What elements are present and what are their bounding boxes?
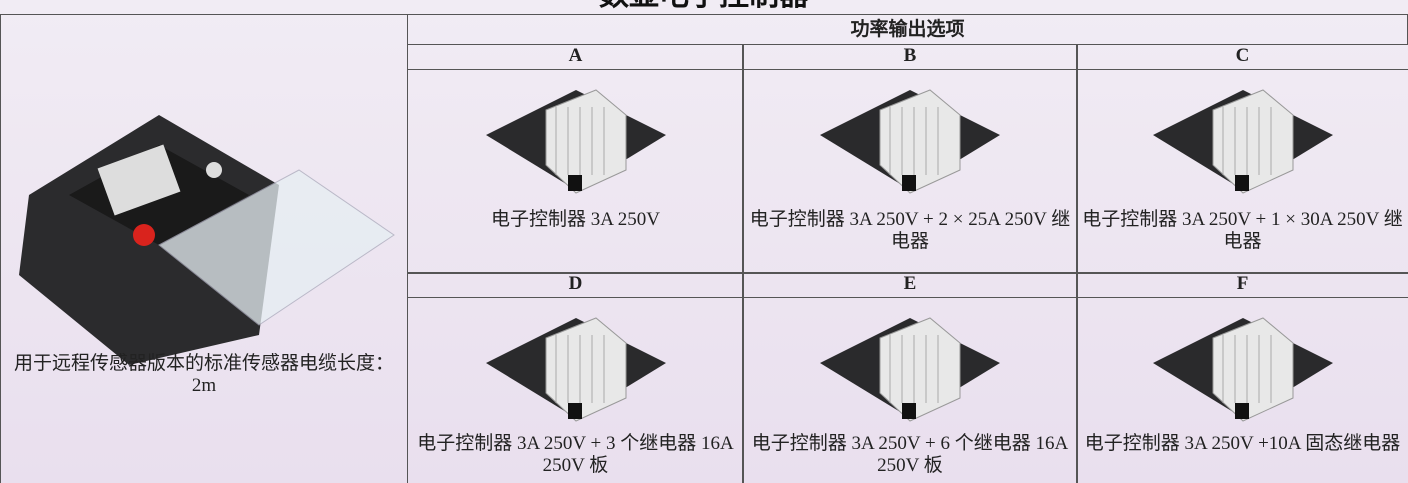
option-label: F xyxy=(1077,273,1408,298)
product-image xyxy=(485,89,666,194)
option-label: C xyxy=(1077,45,1408,70)
option-cell: D 电子控制器 3A 250V + 3 个继电器 16A 250V 板 xyxy=(407,272,744,483)
option-label: A xyxy=(408,45,743,70)
page-title: 数显电子控制器 xyxy=(0,0,1408,14)
option-caption: 电子控制器 3A 250V +10A 固态继电器 xyxy=(1084,433,1401,454)
option-cell: E 电子控制器 3A 250V + 6 个继电器 16A 250V 板 xyxy=(742,272,1078,483)
product-image xyxy=(820,89,1000,194)
controller-image xyxy=(19,115,395,365)
option-cell: F 电子控制器 3A 250V +10A 固态继电器 xyxy=(1076,272,1408,483)
option-cell: A 电子控制器 3A 250V xyxy=(407,44,744,274)
option-caption: 电子控制器 3A 250V xyxy=(491,209,660,230)
option-caption: 电子控制器 3A 250V + 3 个继电器 16A 250V 板 xyxy=(417,433,734,476)
product-image xyxy=(1152,89,1333,194)
product-image xyxy=(485,317,666,422)
option-caption: 电子控制器 3A 250V + 1 × 30A 250V 继电器 xyxy=(1082,209,1403,252)
option-label: D xyxy=(408,273,743,298)
option-caption: 电子控制器 3A 250V + 2 × 25A 250V 继电器 xyxy=(749,209,1071,252)
option-label: E xyxy=(743,273,1077,298)
option-cell: C 电子控制器 3A 250V + 1 × 30A 250V 继电器 xyxy=(1076,44,1408,274)
left-cell: 用于远程传感器版本的标准传感器电缆长度：2m xyxy=(0,14,408,483)
left-caption: 用于远程传感器版本的标准传感器电缆长度：2m xyxy=(13,353,394,396)
product-image xyxy=(1152,317,1333,422)
option-cell: B 电子控制器 3A 250V + 2 × 25A 250V 继电器 xyxy=(742,44,1078,274)
product-image xyxy=(820,317,1000,422)
option-label: B xyxy=(743,45,1077,70)
option-caption: 电子控制器 3A 250V + 6 个继电器 16A 250V 板 xyxy=(751,433,1069,476)
table-header: 功率输出选项 xyxy=(407,14,1408,45)
